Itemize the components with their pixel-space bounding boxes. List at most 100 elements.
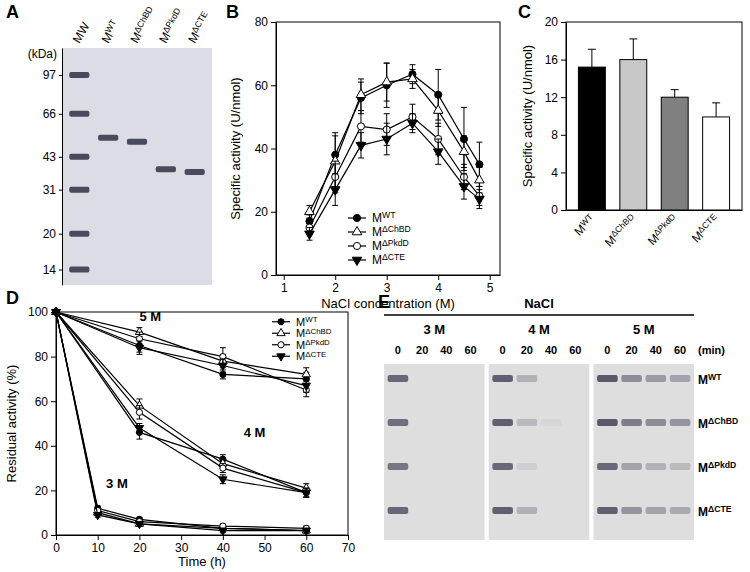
marker (408, 73, 418, 81)
label-sup: WT (103, 17, 119, 34)
tick-label: 0 (41, 528, 48, 542)
time-unit: (min) (698, 344, 725, 356)
tick-mark (59, 270, 62, 271)
label-sup: WT (578, 211, 595, 228)
gel-band (621, 419, 642, 426)
tick: 20 (43, 227, 62, 241)
tick: MΔCTE (688, 211, 722, 245)
label-sup: ΔCTE (305, 350, 326, 359)
gel-background (593, 364, 694, 540)
row-label: MΔPkdD (698, 460, 736, 475)
label-sup: ΔPkdD (651, 212, 677, 238)
tick-mark (348, 535, 349, 540)
tick-label: 40 (35, 439, 49, 453)
tick-label: 1 (281, 281, 288, 295)
panel-gel: A976643312014(kDa)MWMWTMΔChBDMΔPkdDMΔCTE (6, 2, 214, 286)
error-bar (220, 464, 226, 473)
axis-line (56, 313, 57, 536)
tick-mark (561, 210, 566, 211)
gel-band (597, 375, 618, 382)
time-label: 60 (674, 344, 686, 356)
tick: 0 (551, 203, 566, 217)
marker (459, 184, 469, 192)
marker (475, 175, 485, 183)
panel-label: D (6, 288, 19, 308)
gel-band (69, 154, 89, 160)
tick-label: 50 (258, 541, 272, 555)
series-line (56, 312, 306, 390)
axis-line (566, 23, 567, 211)
label-main: M (372, 211, 382, 225)
gel-band (541, 507, 562, 514)
label-sup: ΔChBD (305, 327, 332, 336)
gel-band (127, 139, 147, 145)
label-main: M (296, 339, 305, 351)
y-axis: 976643312014 (43, 49, 63, 286)
marker (278, 319, 284, 325)
gel-band (597, 507, 618, 514)
annotation: 4 M (244, 425, 266, 440)
tick: 0 (41, 528, 56, 542)
tick: MΔPkdD (644, 212, 681, 249)
gel-band (492, 463, 513, 470)
time-label: 60 (464, 344, 476, 356)
tick-label: 31 (43, 183, 57, 197)
gel-band (436, 419, 457, 426)
gel-band (541, 375, 562, 382)
marker (220, 465, 226, 471)
marker (352, 226, 362, 234)
error-bar (712, 103, 720, 117)
tick-mark (271, 85, 276, 86)
label-sup: ΔChBD (132, 4, 155, 34)
gel-background (62, 48, 212, 285)
tick-label: 0 (53, 541, 60, 555)
panel-gel-grid: ENaCl3 M02040604 M02040605 M0204060MWTMΔ… (378, 292, 738, 540)
marks (388, 375, 691, 514)
tick-label: 0 (261, 268, 268, 282)
legend-label: MWT (372, 210, 396, 225)
error-bar (136, 406, 142, 419)
tick: 66 (43, 107, 62, 121)
marker (302, 490, 310, 497)
axis-title: Specific activity (U/nmol) (520, 45, 535, 187)
legend-label: MΔPkdD (372, 238, 409, 253)
tick: 10 (92, 535, 106, 555)
label-sup: ΔPkdD (382, 238, 409, 248)
tick-mark (265, 535, 266, 540)
gel-band (388, 463, 409, 470)
marker (356, 89, 366, 97)
panel-line: D0102030405060700204060801005 M4 M3 MMWT… (4, 288, 355, 569)
row-label: MWT (698, 372, 722, 387)
tick: 40 (255, 142, 276, 156)
gel-band (492, 419, 513, 426)
gel-band (541, 419, 562, 426)
tick-label: 40 (217, 541, 231, 555)
label-main: M (698, 461, 708, 475)
panel-bar: C048121620MWTMΔChBDMΔPkdDMΔCTESpecific a… (518, 2, 743, 250)
gel-band (517, 375, 538, 382)
gel-band (565, 463, 586, 470)
marker (352, 257, 362, 265)
gel-band (646, 507, 667, 514)
gel-band (460, 419, 481, 426)
tick-label: MWT (571, 211, 599, 239)
marks (305, 63, 485, 240)
tick: 1 (281, 275, 288, 295)
annotation: 3 M (106, 476, 128, 491)
marker (330, 187, 340, 195)
tick-label: 8 (551, 128, 558, 142)
tick: 0 (53, 535, 60, 555)
gel-band (69, 267, 89, 273)
marker (302, 370, 310, 377)
series-line (309, 79, 479, 212)
gel-band (69, 111, 89, 117)
time-label: 0 (604, 344, 610, 356)
tick: 40 (35, 439, 56, 453)
axis-title: Residual activity (%) (4, 365, 19, 483)
tick-label: 10 (92, 541, 106, 555)
tick: 100 (28, 305, 56, 319)
series-line (56, 312, 306, 493)
tick: 4 (551, 166, 566, 180)
tick: 20 (255, 205, 276, 219)
label-sup: ΔChBD (382, 224, 411, 234)
